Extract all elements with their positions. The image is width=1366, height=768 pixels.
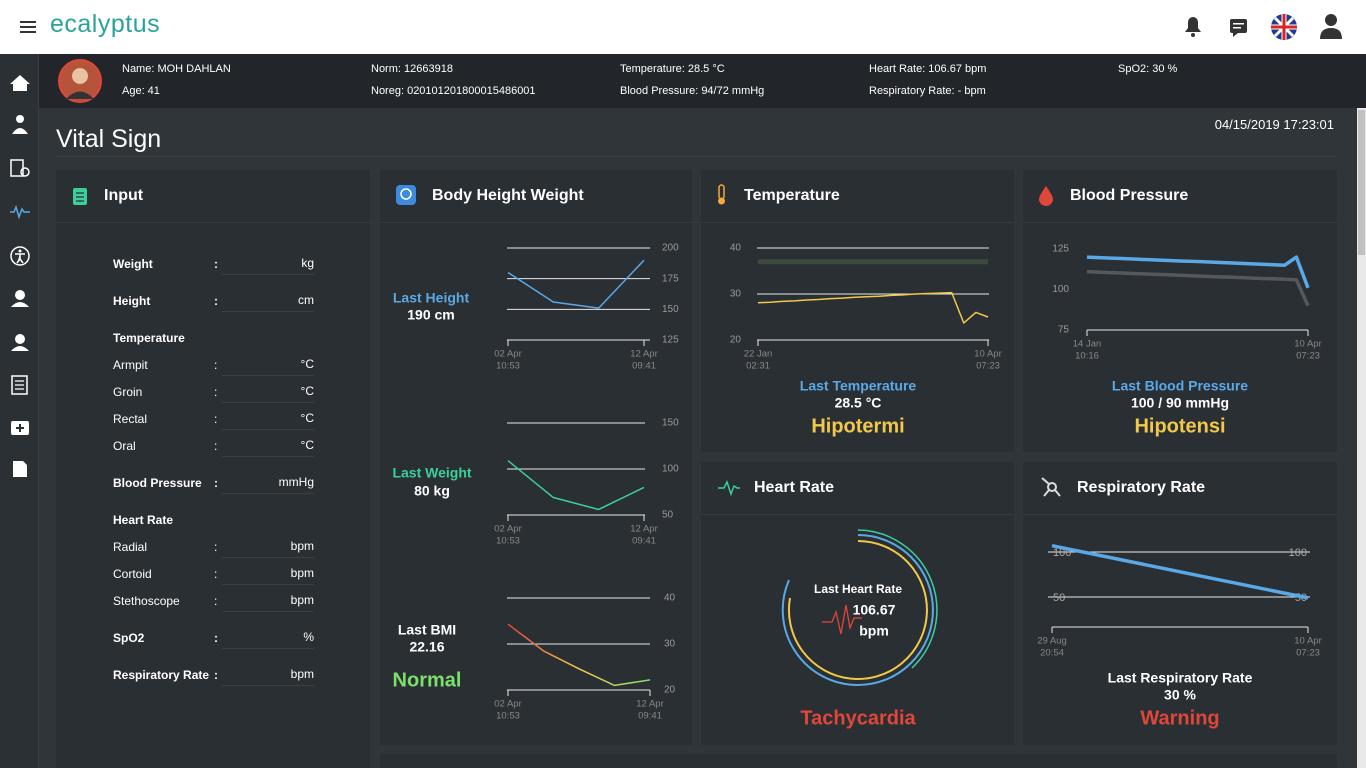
form-row: Respiratory Rate: bpm <box>113 661 315 688</box>
form-row: Weight: kg <box>113 250 315 277</box>
unit: bpm <box>290 593 314 607</box>
separator: : <box>214 357 218 372</box>
input-field[interactable]: kg <box>222 252 314 275</box>
date-time: 04/15/2019 17:23:01 <box>1214 117 1334 132</box>
card-title: Heart Rate <box>754 479 835 496</box>
unit: °C <box>300 384 314 398</box>
input-form: Weight: kg Height: cm Temperature Armpit: °C Gr… <box>113 250 315 688</box>
separator: : <box>214 475 218 490</box>
field-label: Armpit <box>113 357 148 372</box>
input-field[interactable]: °C <box>222 353 314 376</box>
separator: : <box>214 256 218 271</box>
field-label: SpO2 <box>113 630 145 645</box>
heart-rate-card <box>701 462 1014 745</box>
form-row: Radial: bpm <box>113 533 315 560</box>
field-label: Oral <box>113 438 136 453</box>
unit: % <box>303 630 314 644</box>
form-row: Temperature <box>113 324 315 351</box>
form-row: Cortoid: bpm <box>113 560 315 587</box>
form-row: SpO2:% <box>113 624 315 651</box>
card-title: Body Height Weight <box>432 187 584 204</box>
card-title: Blood Pressure <box>1070 187 1189 204</box>
page-title: Vital Sign <box>56 125 162 153</box>
input-card <box>56 170 370 768</box>
bottom-card <box>380 754 1337 768</box>
form-row: Armpit: °C <box>113 351 315 378</box>
input-field[interactable]: °C <box>222 380 314 403</box>
separator: : <box>214 593 218 608</box>
field-label: Height <box>113 293 151 308</box>
form-row: Rectal: °C <box>113 405 315 432</box>
field-label: Radial <box>113 539 148 554</box>
divider <box>56 156 1336 157</box>
form-row: Stethoscope: bpm <box>113 587 315 614</box>
logo[interactable]: ecalyptus <box>50 10 161 38</box>
input-field[interactable]: mmHg <box>222 471 314 494</box>
separator: : <box>214 539 218 554</box>
unit: °C <box>300 438 314 452</box>
patient-temperature: Temperature: 28.5 °C <box>620 63 725 75</box>
field-label: Stethoscope <box>113 593 180 608</box>
patient-bar: Name: MOH DAHLAN Age: 41 Norm: 12663918 … <box>39 54 1366 108</box>
top-bar: ecalyptus <box>0 0 1366 54</box>
input-field[interactable]: bpm <box>222 663 314 686</box>
input-field[interactable]: cm <box>222 289 314 312</box>
unit: bpm <box>290 566 314 580</box>
unit: cm <box>298 293 314 307</box>
unit: bpm <box>290 539 314 553</box>
field-label: Rectal <box>113 411 148 426</box>
input-field[interactable]: bpm <box>222 535 314 558</box>
patient-respiratory-rate: Respiratory Rate: - bpm <box>869 85 986 97</box>
card-title: Input <box>104 187 144 204</box>
field-label: Cortoid <box>113 566 152 581</box>
separator: : <box>214 667 218 682</box>
body-card <box>380 170 692 745</box>
unit: °C <box>300 411 314 425</box>
unit: mmHg <box>278 475 314 489</box>
patient-name: Name: MOH DAHLAN <box>122 63 231 75</box>
unit: bpm <box>290 667 314 681</box>
sidebar <box>0 54 39 768</box>
field-label: Weight <box>113 256 153 271</box>
menu-button[interactable] <box>20 20 36 34</box>
unit: kg <box>301 256 314 270</box>
separator: : <box>214 411 218 426</box>
field-label: Heart Rate <box>113 512 174 527</box>
field-label: Respiratory Rate <box>113 667 210 682</box>
field-label: Groin <box>113 384 143 399</box>
input-field[interactable]: % <box>222 626 314 649</box>
card-title: Respiratory Rate <box>1077 479 1206 496</box>
patient-norm: Norm: 12663918 <box>371 63 453 75</box>
form-row: Groin: °C <box>113 378 315 405</box>
temperature-card <box>701 170 1014 452</box>
input-field[interactable]: °C <box>222 434 314 457</box>
separator: : <box>214 630 218 645</box>
blood-pressure-card <box>1023 170 1337 452</box>
form-row: Heart Rate <box>113 506 315 533</box>
separator: : <box>214 566 218 581</box>
field-label: Temperature <box>113 330 185 345</box>
field-label: Blood Pressure <box>113 475 202 490</box>
input-field[interactable]: °C <box>222 407 314 430</box>
form-row: Oral: °C <box>113 432 315 459</box>
input-field[interactable]: bpm <box>222 562 314 585</box>
card-title: Temperature <box>744 187 840 204</box>
separator: : <box>214 438 218 453</box>
separator: : <box>214 384 218 399</box>
patient-age: Age: 41 <box>122 85 160 97</box>
patient-spo2: SpO2: 30 % <box>1118 63 1178 75</box>
input-field[interactable]: bpm <box>222 589 314 612</box>
patient-noreg: Noreg: 020101201800015486001 <box>371 85 536 97</box>
scrollbar[interactable] <box>1357 108 1366 768</box>
patient-heart-rate: Heart Rate: 106.67 bpm <box>869 63 987 75</box>
form-row: Blood Pressure: mmHg <box>113 469 315 496</box>
unit: °C <box>300 357 314 371</box>
form-row: Height: cm <box>113 287 315 314</box>
patient-blood-pressure: Blood Pressure: 94/72 mmHg <box>620 85 765 97</box>
respiratory-card <box>1023 462 1337 745</box>
separator: : <box>214 293 218 308</box>
